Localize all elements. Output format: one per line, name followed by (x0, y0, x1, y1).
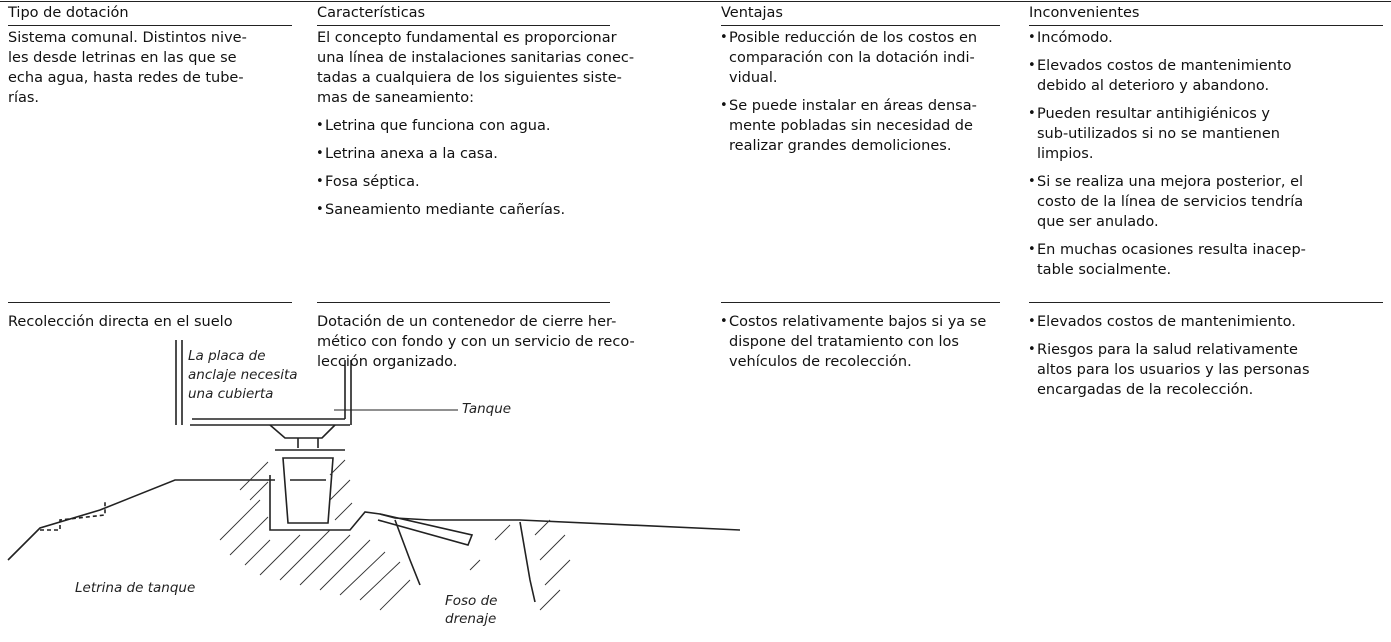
row-rule (317, 302, 610, 303)
bullet-item: Fosa séptica. (316, 172, 610, 192)
bullet-item: Elevados costos de mantenimiento. (1028, 312, 1383, 332)
text-line: Saneamiento mediante cañerías. (325, 202, 566, 218)
row-rule (721, 25, 1000, 26)
table-cell: Sistema comunal. Distintos nive-les desd… (8, 28, 292, 116)
text-line: echa agua, hasta redes de tube- (8, 70, 244, 86)
text-line: Elevados costos de mantenimiento. (1037, 314, 1296, 330)
text-line: Sistema comunal. Distintos nive- (8, 30, 247, 46)
diagram-label: una cubierta (188, 386, 273, 402)
row-rule (8, 302, 292, 303)
table-cell: Dotación de un contenedor de cierre her-… (317, 312, 635, 380)
table-cell: Recolección directa en el suelo (8, 312, 292, 340)
bullet-item: Saneamiento mediante cañerías. (316, 200, 610, 220)
text-line: les desde letrinas en las que se (8, 50, 237, 66)
bullet-item: En muchas ocasiones resulta inacep-table… (1028, 240, 1383, 280)
text-line: sub-utilizados si no se mantienen (1037, 126, 1280, 142)
text-line: encargadas de la recolección. (1037, 382, 1254, 398)
table-cell: Elevados costos de mantenimiento. Riesgos… (1028, 312, 1383, 408)
table-cell: Incómodo. Elevados costos de mantenimient… (1028, 28, 1383, 288)
text-line: una línea de instalaciones sanitarias co… (317, 50, 635, 66)
bullet-item: Elevados costos de mantenimiento debido a… (1028, 56, 1383, 96)
text-line: vehículos de recolección. (729, 354, 912, 370)
text-line: tadas a cualquiera de los siguientes sis… (317, 70, 622, 86)
text-line: mético con fondo y con un servicio de re… (317, 334, 635, 350)
diagram-label: drenaje (445, 611, 496, 627)
text-line: lección organizado. (317, 354, 458, 370)
diagram-label: Foso de (445, 593, 497, 609)
bullet-item: Letrina anexa a la casa. (316, 144, 610, 164)
text-line: Riesgos para la salud relativamente (1037, 342, 1298, 358)
text-line: costo de la línea de servicios tendría (1037, 194, 1304, 210)
row-rule (721, 302, 1000, 303)
bullet-item: Incómodo. (1028, 28, 1383, 48)
bullet-item: Letrina que funciona con agua. (316, 116, 610, 136)
column-header: Tipo de dotación (8, 5, 129, 21)
row-rule (8, 25, 292, 26)
text-line: Incómodo. (1037, 30, 1113, 46)
diagram-label: La placa de (188, 348, 266, 364)
text-line: Se puede instalar en áreas densa- (729, 98, 977, 114)
text-line: En muchas ocasiones resulta inacep- (1037, 242, 1306, 258)
text-line: Dotación de un contenedor de cierre her- (317, 314, 617, 330)
text-line: dispone del tratamiento con los (729, 334, 959, 350)
bullet-item: Pueden resultar antihigiénicos y sub-util… (1028, 104, 1383, 164)
text-line: realizar grandes demoliciones. (729, 138, 952, 154)
text-line: Pueden resultar antihigiénicos y (1037, 106, 1270, 122)
bullet-item: Si se realiza una mejora posterior, el co… (1028, 172, 1383, 232)
column-header: Inconvenientes (1029, 5, 1140, 21)
text-line: altos para los usuarios y las personas (1037, 362, 1310, 378)
bullet-item: Costos relativamente bajos si ya se dispo… (720, 312, 1000, 372)
paragraph: Sistema comunal. Distintos nive-les desd… (8, 28, 292, 108)
diagram-label: Letrina de tanque (75, 580, 195, 596)
text-line: Letrina anexa a la casa. (325, 146, 498, 162)
text-line: debido al deterioro y abandono. (1037, 78, 1270, 94)
paragraph: El concepto fundamental es proporcionar u… (317, 28, 635, 108)
diagram-label: Tanque (462, 401, 511, 417)
text-line: Si se realiza una mejora posterior, el (1037, 174, 1304, 190)
text-line: table socialmente. (1037, 262, 1172, 278)
text-line: El concepto fundamental es proporcionar (317, 30, 617, 46)
text-line: Letrina que funciona con agua. (325, 118, 551, 134)
table-cell: Costos relativamente bajos si ya se dispo… (720, 312, 1000, 380)
row-rule (1029, 25, 1383, 26)
text-line: Fosa séptica. (325, 174, 420, 190)
text-line: Elevados costos de mantenimiento (1037, 58, 1292, 74)
hatching (219, 459, 571, 611)
bullet-item: Posible reducción de los costos en compar… (720, 28, 1000, 88)
row-rule (1029, 302, 1383, 303)
diagram-lines (7, 340, 740, 603)
table-cell: Posible reducción de los costos en compar… (720, 28, 1000, 164)
latrine-diagram: La placa de anclaje necesita una cubierta T… (7, 340, 740, 627)
text-line: Recolección directa en el suelo (8, 314, 233, 330)
paragraph: Recolección directa en el suelo (8, 312, 292, 332)
paragraph: Dotación de un contenedor de cierre her-… (317, 312, 635, 372)
text-line: Posible reducción de los costos en (729, 30, 978, 46)
row-rule (317, 25, 610, 26)
text-line: Costos relativamente bajos si ya se (729, 314, 987, 330)
text-line: vidual. (729, 70, 778, 86)
text-line: limpios. (1037, 146, 1094, 162)
text-line: comparación con la dotación indi- (729, 50, 975, 66)
top-rule (0, 1, 1391, 2)
text-line: que ser anulado. (1037, 214, 1159, 230)
bullet-item: Riesgos para la salud relativamente altos… (1028, 340, 1383, 400)
bullet-item: Se puede instalar en áreas densa-mente p… (720, 96, 1000, 156)
text-line: mente pobladas sin necesidad de (729, 118, 973, 134)
table-cell: El concepto fundamental es proporcionar u… (316, 28, 635, 228)
column-header: Características (317, 5, 426, 21)
text-line: mas de saneamiento: (317, 90, 475, 106)
diagram-label: anclaje necesita (188, 367, 298, 383)
column-header: Ventajas (721, 5, 783, 21)
text-line: rías. (8, 90, 40, 106)
